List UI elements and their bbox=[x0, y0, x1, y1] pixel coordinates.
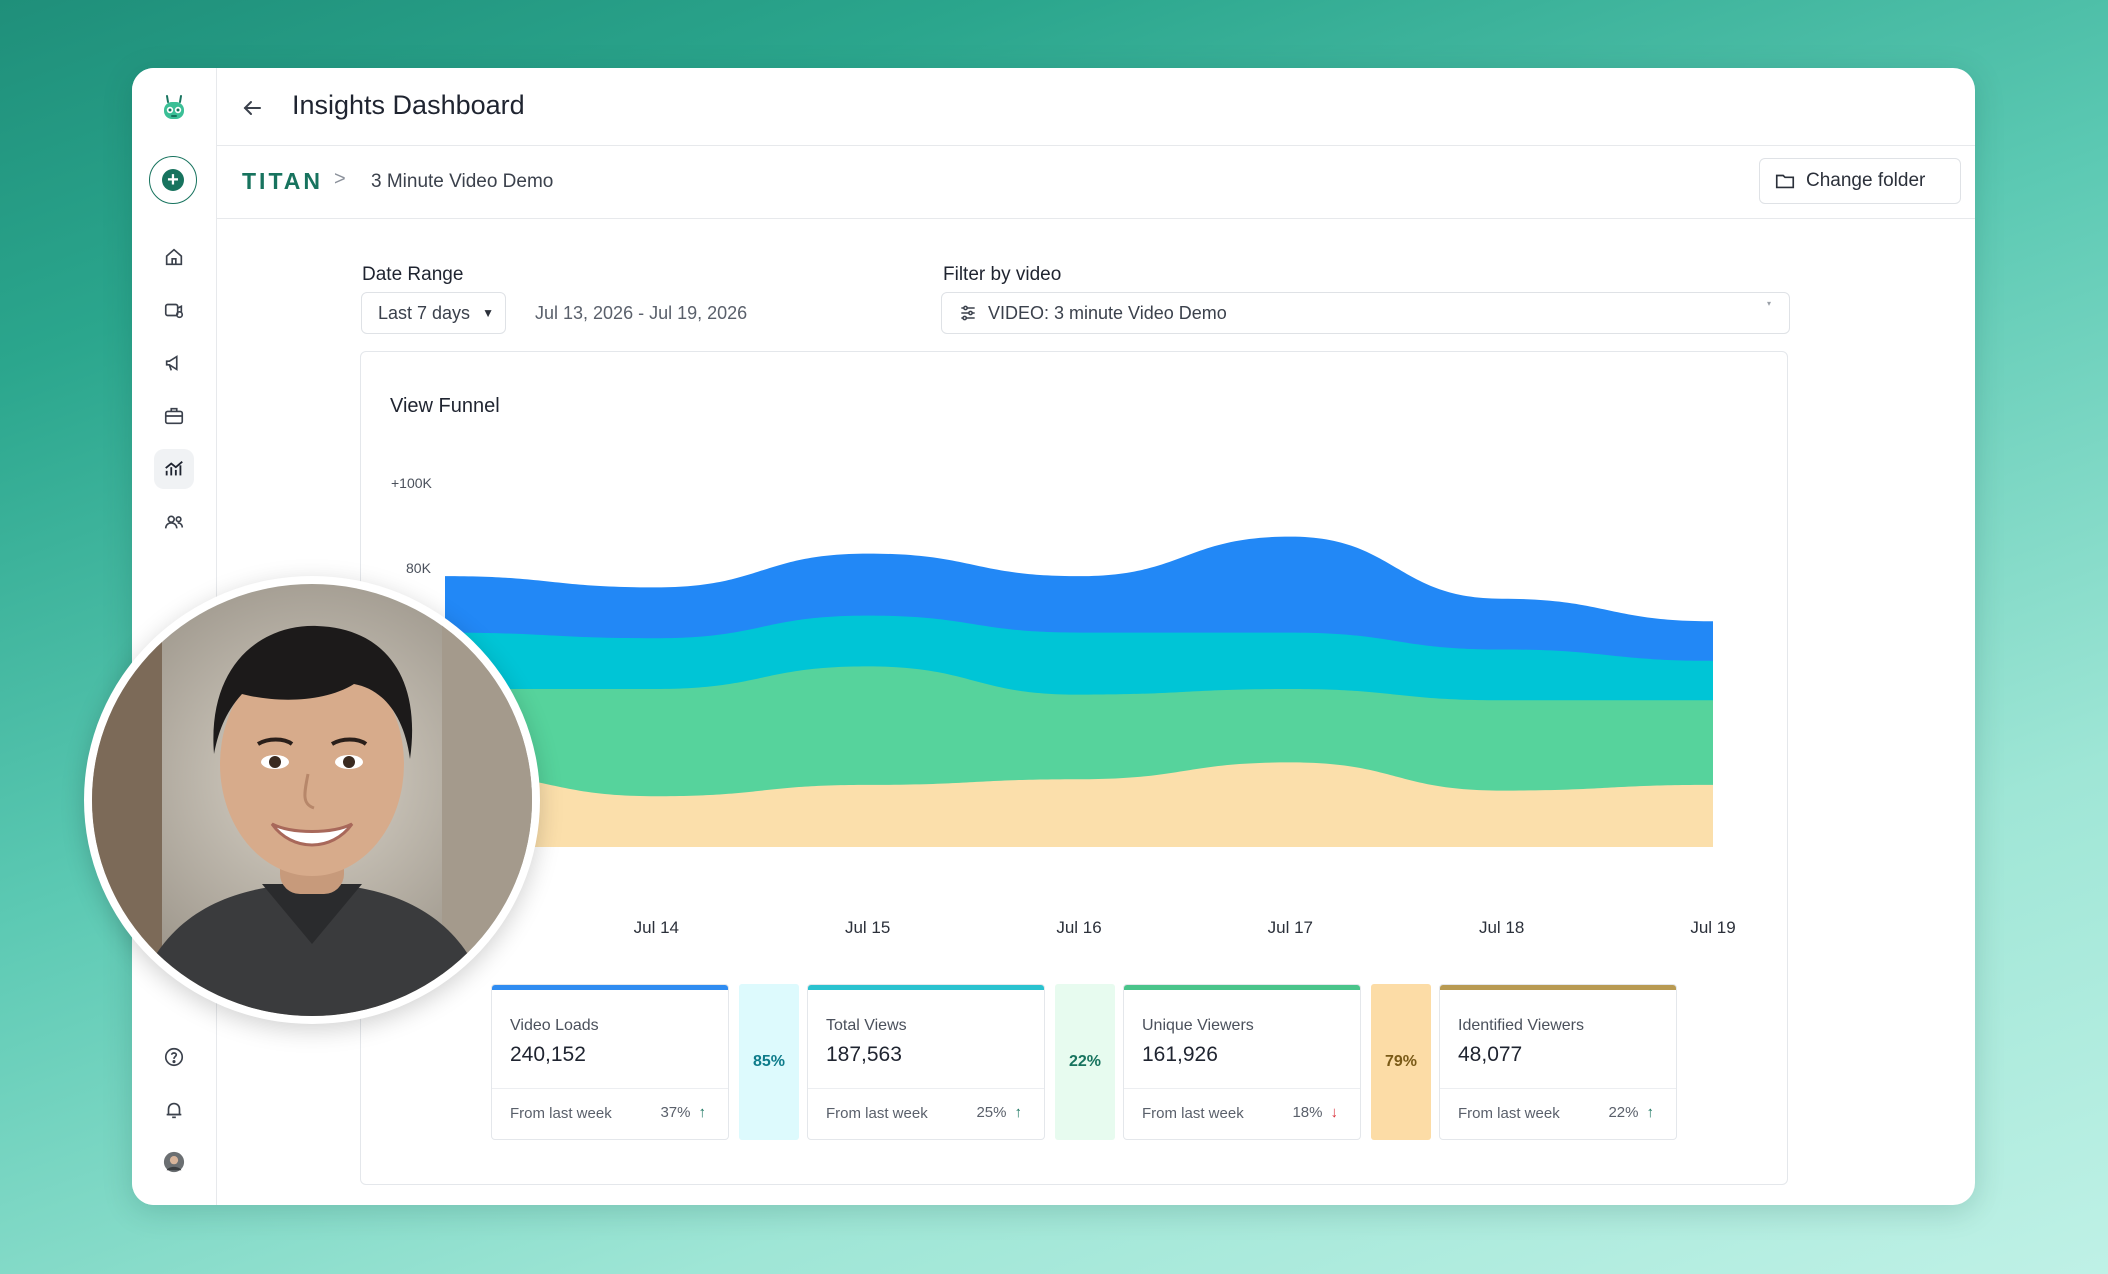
stat-footer: From last week 22% ↑ bbox=[1440, 1088, 1676, 1139]
sidebar-item-home[interactable] bbox=[154, 237, 194, 277]
bell-icon bbox=[166, 1102, 182, 1119]
sliders-icon bbox=[961, 305, 975, 321]
chart-title: View Funnel bbox=[390, 395, 500, 417]
date-range-label: Date Range bbox=[362, 264, 464, 285]
stat-accent-bar bbox=[808, 985, 1044, 990]
caret-down-icon: ▼ bbox=[482, 306, 494, 320]
x-tick-label: Jul 15 bbox=[844, 918, 891, 937]
sidebar-item-workspace[interactable] bbox=[154, 396, 194, 436]
stat-percent: 18% bbox=[1292, 1104, 1323, 1121]
sidebar-user-avatar[interactable] bbox=[154, 1142, 194, 1182]
area-series-1 bbox=[445, 762, 1713, 847]
app-logo[interactable] bbox=[158, 92, 190, 124]
video-filter-select[interactable]: VIDEO: 3 minute Video Demo ▾ bbox=[941, 292, 1790, 334]
page-title: Insights Dashboard bbox=[292, 90, 525, 120]
sidebar-item-campaigns[interactable] bbox=[154, 343, 194, 383]
stat-accent-bar bbox=[1440, 985, 1676, 990]
home-icon bbox=[165, 248, 183, 266]
plus-icon: + bbox=[162, 169, 184, 191]
change-folder-button[interactable]: Change folder bbox=[1759, 158, 1961, 204]
stat-percent: 22% bbox=[1608, 1104, 1639, 1121]
stat-change: 22% ↑ bbox=[1608, 1104, 1654, 1121]
user-avatar bbox=[163, 1151, 185, 1173]
stat-total-views: Total Views 187,563 From last week 25% ↑ bbox=[807, 984, 1045, 1140]
conversion-rate: 85% bbox=[739, 984, 799, 1140]
stat-change: 37% ↑ bbox=[660, 1104, 706, 1121]
stat-change: 18% ↓ bbox=[1292, 1104, 1338, 1121]
x-tick-label: Jul 16 bbox=[1056, 918, 1102, 937]
stat-change: 25% ↑ bbox=[976, 1104, 1022, 1121]
change-folder-label: Change folder bbox=[1806, 170, 1926, 191]
x-tick-label: Jul 14 bbox=[633, 918, 680, 937]
stat-accent-bar bbox=[1124, 985, 1360, 990]
create-new-button[interactable]: + bbox=[149, 156, 197, 204]
help-icon bbox=[164, 1047, 184, 1067]
arrow-up-icon: ↑ bbox=[1646, 1104, 1655, 1121]
y-tick-100k: +100K bbox=[391, 475, 432, 491]
stat-footer: From last week 37% ↑ bbox=[492, 1088, 728, 1139]
stat-value: 187,563 bbox=[826, 1043, 902, 1066]
date-range-select[interactable]: Last 7 days ▼ bbox=[361, 292, 506, 334]
users-icon bbox=[164, 515, 184, 529]
presenter-photo bbox=[92, 584, 532, 1016]
breadcrumb-current: 3 Minute Video Demo bbox=[371, 171, 554, 192]
stat-percent: 37% bbox=[660, 1104, 691, 1121]
stat-footer: From last week 25% ↑ bbox=[808, 1088, 1044, 1139]
stat-label: Total Views bbox=[826, 1017, 907, 1034]
stat-label: Identified Viewers bbox=[1458, 1017, 1584, 1034]
video-filter-value: VIDEO: 3 minute Video Demo bbox=[988, 302, 1227, 323]
back-arrow-icon[interactable] bbox=[240, 96, 264, 120]
stat-percent: 25% bbox=[976, 1104, 1007, 1121]
stat-footer: From last week 18% ↓ bbox=[1124, 1088, 1360, 1139]
app-window: + Insights Dashboard bbox=[132, 68, 1975, 1205]
arrow-up-icon: ↑ bbox=[698, 1104, 707, 1121]
arrow-up-icon: ↑ bbox=[1014, 1104, 1023, 1121]
conversion-rate: 79% bbox=[1371, 984, 1431, 1140]
folder-icon bbox=[1775, 174, 1795, 189]
camera-settings-icon bbox=[164, 303, 184, 319]
stat-accent-bar bbox=[492, 985, 728, 990]
view-funnel-card: View Funnel +100K 80K Jul 14 Jul 15 Jul 16… bbox=[360, 351, 1788, 1185]
briefcase-icon bbox=[164, 407, 184, 425]
arrow-down-icon: ↓ bbox=[1330, 1104, 1339, 1121]
conversion-rate: 22% bbox=[1055, 984, 1115, 1140]
filter-by-video-label: Filter by video bbox=[943, 264, 1062, 285]
breadcrumb-brand[interactable]: TITAN bbox=[242, 168, 324, 194]
y-tick-80k: 80K bbox=[406, 560, 431, 576]
stat-value: 48,077 bbox=[1458, 1043, 1523, 1066]
stat-unique-viewers: Unique Viewers 161,926 From last week 18… bbox=[1123, 984, 1361, 1140]
view-funnel-chart bbox=[445, 536, 1713, 847]
sidebar-item-help[interactable] bbox=[154, 1037, 194, 1077]
sidebar-item-insights[interactable] bbox=[154, 449, 194, 489]
date-range-value: Last 7 days bbox=[378, 302, 471, 323]
breadcrumb: TITAN > 3 Minute Video Demo Change folde… bbox=[216, 146, 1975, 219]
stat-value: 161,926 bbox=[1142, 1043, 1218, 1066]
breadcrumb-separator: > bbox=[334, 168, 346, 190]
x-tick-label: Jul 18 bbox=[1478, 918, 1525, 937]
x-tick-label: Jul 17 bbox=[1267, 918, 1314, 937]
sidebar-item-notifications[interactable] bbox=[154, 1090, 194, 1130]
sidebar-item-team[interactable] bbox=[154, 502, 194, 542]
stat-value: 240,152 bbox=[510, 1043, 586, 1066]
stat-label: Video Loads bbox=[510, 1017, 599, 1034]
x-tick-label: Jul 19 bbox=[1690, 918, 1736, 937]
stat-label: Unique Viewers bbox=[1142, 1017, 1254, 1034]
caret-down-icon: ▾ bbox=[1766, 299, 1771, 308]
stat-identified-viewers: Identified Viewers 48,077 From last week… bbox=[1439, 984, 1677, 1140]
stat-from-label: From last week bbox=[1458, 1105, 1560, 1122]
analytics-icon bbox=[165, 460, 183, 476]
stat-from-label: From last week bbox=[510, 1105, 612, 1122]
stat-from-label: From last week bbox=[826, 1105, 928, 1122]
stat-video-loads: Video Loads 240,152 From last week 37% ↑ bbox=[491, 984, 729, 1140]
top-bar: Insights Dashboard bbox=[216, 68, 1975, 146]
presenter-webcam-bubble[interactable] bbox=[84, 576, 540, 1024]
date-range-text: Jul 13, 2026 - Jul 19, 2026 bbox=[535, 303, 748, 323]
stat-from-label: From last week bbox=[1142, 1105, 1244, 1122]
sidebar-item-recordings[interactable] bbox=[154, 290, 194, 330]
megaphone-icon bbox=[165, 355, 178, 371]
